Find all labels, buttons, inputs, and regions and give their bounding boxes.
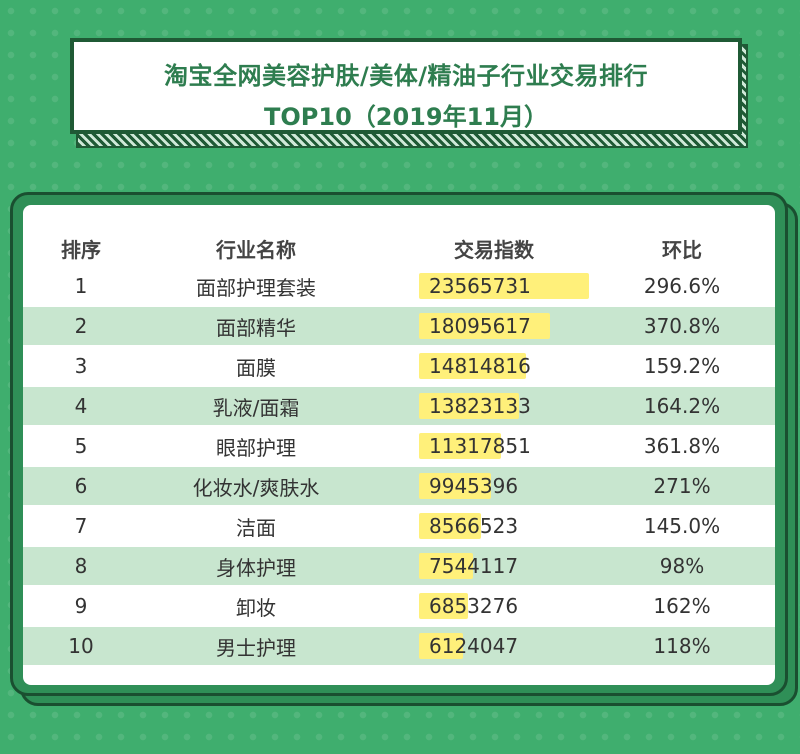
trade-index-cell: 13823133: [359, 387, 589, 425]
trade-index-value: 23565731: [429, 274, 531, 298]
table-row: 3 面膜 14814816 159.2%: [23, 347, 775, 385]
trade-index-cell: 6124047: [359, 627, 589, 665]
mom-change-cell: 296.6%: [643, 274, 721, 298]
trade-index-value: 6124047: [429, 634, 519, 658]
category-name-cell: 洁面: [236, 515, 276, 540]
table-row: 2 面部精华 18095617 370.8%: [23, 307, 775, 345]
category-name-cell: 眼部护理: [216, 435, 296, 460]
category-name-cell: 身体护理: [216, 555, 296, 580]
table-row: 10 男士护理 6124047 118%: [23, 627, 775, 665]
trade-index-bar: [419, 393, 519, 419]
mom-change-cell: 118%: [653, 634, 711, 658]
mom-change-cell: 361.8%: [643, 434, 721, 458]
trade-index-cell: 14814816: [359, 347, 589, 385]
trade-index-cell: 7544117: [359, 547, 589, 585]
trade-index-cell: 6853276: [359, 587, 589, 625]
rank-cell: 8: [74, 554, 88, 578]
table-row: 9 卸妆 6853276 162%: [23, 587, 775, 625]
trade-index-cell: 8566523: [359, 507, 589, 545]
trade-index-bar: [419, 473, 491, 499]
mom-change-cell: 271%: [653, 474, 711, 498]
title-banner: 淘宝全网美容护肤/美体/精油子行业交易排行 TOP10（2019年11月）: [70, 38, 748, 148]
category-name-cell: 面膜: [236, 355, 276, 380]
ranking-table: 排序 行业名称 交易指数 环比 1 面部护理套装 23565731 296.6% 2 面部…: [23, 205, 775, 685]
table-row: 6 化妆水/爽肤水 9945396 271%: [23, 467, 775, 505]
rank-cell: 9: [74, 594, 88, 618]
trade-index-bar: [419, 513, 481, 539]
page-title: 淘宝全网美容护肤/美体/精油子行业交易排行: [163, 62, 649, 90]
trade-index-bar: [419, 633, 463, 659]
rank-cell: 10: [68, 634, 94, 658]
table-row: 8 身体护理 7544117 98%: [23, 547, 775, 585]
trade-index-value: 7544117: [429, 554, 519, 578]
trade-index-cell: 11317851: [359, 427, 589, 465]
table-row: 4 乳液/面霜 13823133 164.2%: [23, 387, 775, 425]
rank-cell: 1: [74, 274, 88, 298]
category-name-cell: 面部护理套装: [196, 275, 316, 300]
mom-change-cell: 145.0%: [643, 514, 721, 538]
trade-index-bar: [419, 273, 589, 299]
mom-change-cell: 98%: [659, 554, 705, 578]
column-header-name: 行业名称: [216, 237, 296, 262]
mom-change-cell: 159.2%: [643, 354, 721, 378]
trade-index-bar: [419, 553, 473, 579]
category-name-cell: 面部精华: [216, 315, 296, 340]
rank-cell: 2: [74, 314, 88, 338]
title-box: 淘宝全网美容护肤/美体/精油子行业交易排行 TOP10（2019年11月）: [70, 38, 742, 134]
trade-index-bar: [419, 433, 501, 459]
category-name-cell: 男士护理: [216, 635, 296, 660]
table-row: 1 面部护理套装 23565731 296.6%: [23, 267, 775, 305]
table-row: 5 眼部护理 11317851 361.8%: [23, 427, 775, 465]
mom-change-cell: 370.8%: [643, 314, 721, 338]
trade-index-bar: [419, 593, 468, 619]
trade-index-value: 14814816: [429, 354, 531, 378]
rank-cell: 5: [74, 434, 88, 458]
trade-index-value: 18095617: [429, 314, 531, 338]
table-row: 7 洁面 8566523 145.0%: [23, 507, 775, 545]
rank-cell: 4: [74, 394, 88, 418]
mom-change-cell: 162%: [653, 594, 711, 618]
trade-index-value: 9945396: [429, 474, 519, 498]
trade-index-bar: [419, 313, 550, 339]
trade-index-cell: 23565731: [359, 267, 589, 305]
category-name-cell: 卸妆: [236, 595, 276, 620]
ranking-card: 排序 行业名称 交易指数 环比 1 面部护理套装 23565731 296.6% 2 面部…: [10, 192, 788, 696]
trade-index-value: 8566523: [429, 514, 519, 538]
column-header-rank: 排序: [61, 237, 101, 262]
column-header-index: 交易指数: [454, 237, 534, 262]
column-header-mom: 环比: [662, 237, 702, 262]
page-subtitle: TOP10（2019年11月）: [264, 103, 548, 131]
category-name-cell: 乳液/面霜: [212, 395, 300, 420]
table-header: 排序 行业名称 交易指数 环比: [23, 229, 775, 267]
trade-index-value: 11317851: [429, 434, 531, 458]
trade-index-cell: 18095617: [359, 307, 589, 345]
trade-index-value: 6853276: [429, 594, 519, 618]
rank-cell: 6: [74, 474, 88, 498]
mom-change-cell: 164.2%: [643, 394, 721, 418]
trade-index-cell: 9945396: [359, 467, 589, 505]
rank-cell: 7: [74, 514, 88, 538]
category-name-cell: 化妆水/爽肤水: [192, 475, 320, 500]
rank-cell: 3: [74, 354, 88, 378]
trade-index-bar: [419, 353, 526, 379]
trade-index-value: 13823133: [429, 394, 531, 418]
